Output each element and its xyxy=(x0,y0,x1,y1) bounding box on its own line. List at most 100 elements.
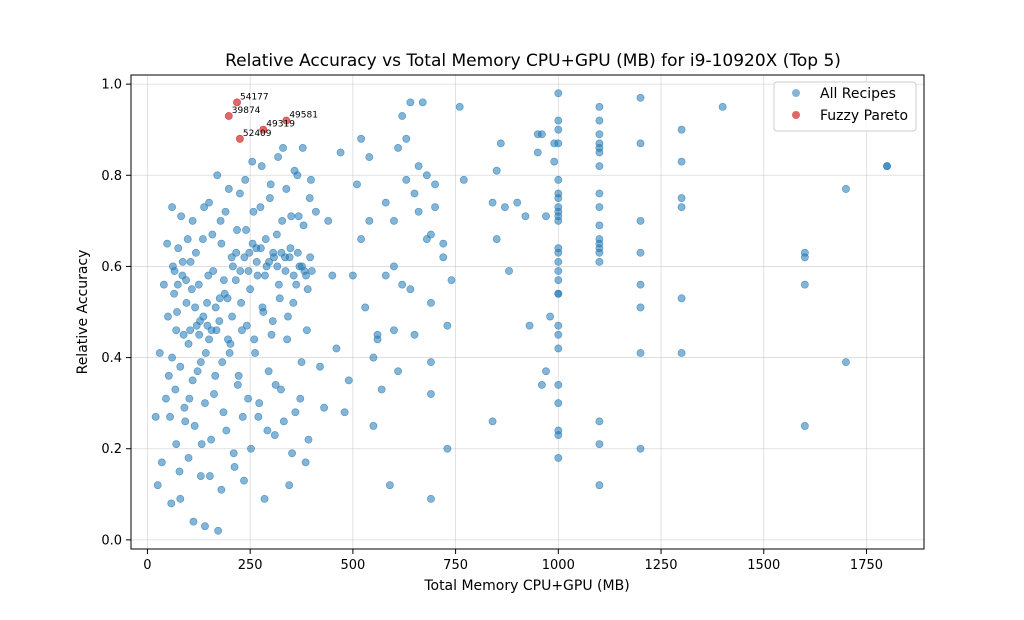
data-point-all-recipes xyxy=(208,230,217,239)
data-point-all-recipes xyxy=(274,153,282,161)
data-point-all-recipes xyxy=(242,321,251,330)
data-point-all-recipes xyxy=(248,157,257,166)
data-point-all-recipes xyxy=(554,276,563,284)
data-point-all-recipes xyxy=(595,130,604,139)
data-point-all-recipes xyxy=(249,207,258,216)
data-point-all-recipes xyxy=(636,280,645,289)
data-point-all-recipes xyxy=(271,381,280,389)
data-point-all-recipes xyxy=(221,207,230,216)
data-point-all-recipes xyxy=(252,257,261,266)
data-point-all-recipes xyxy=(291,408,300,417)
data-point-all-recipes xyxy=(525,321,534,330)
data-point-all-recipes xyxy=(205,472,214,480)
data-point-all-recipes xyxy=(554,289,563,298)
data-point-all-recipes xyxy=(240,253,249,262)
data-point-all-recipes xyxy=(199,312,208,321)
data-point-all-recipes xyxy=(233,226,241,234)
data-point-all-recipes xyxy=(257,162,266,171)
data-point-all-recipes xyxy=(422,235,431,243)
data-point-all-recipes xyxy=(306,253,315,262)
data-point-all-recipes xyxy=(171,385,180,394)
data-point-all-recipes xyxy=(554,321,563,330)
data-point-all-recipes xyxy=(248,239,257,248)
data-point-all-recipes xyxy=(232,248,241,257)
data-point-all-recipes xyxy=(256,244,265,253)
data-point-all-recipes xyxy=(377,385,386,394)
data-point-all-recipes xyxy=(636,349,645,357)
data-point-all-recipes xyxy=(231,276,240,284)
data-point-all-recipes xyxy=(554,125,563,134)
data-point-all-recipes xyxy=(431,180,439,189)
data-point-all-recipes xyxy=(261,235,270,243)
data-point-all-recipes xyxy=(595,221,604,230)
data-point-all-recipes xyxy=(357,134,365,143)
data-point-all-recipes xyxy=(422,171,431,180)
legend-marker-all-recipes xyxy=(792,89,800,97)
data-point-all-recipes xyxy=(302,326,311,335)
data-point-all-recipes xyxy=(554,453,563,462)
data-point-all-recipes xyxy=(234,371,243,380)
data-point-all-recipes xyxy=(228,312,236,321)
data-point-all-recipes xyxy=(718,103,727,111)
data-point-all-recipes xyxy=(595,116,604,125)
data-point-all-recipes xyxy=(414,207,423,216)
data-point-all-recipes xyxy=(369,353,378,362)
data-point-all-recipes xyxy=(488,417,497,426)
data-point-all-recipes xyxy=(172,440,181,449)
data-point-all-recipes xyxy=(201,522,209,531)
data-point-all-recipes xyxy=(205,198,213,207)
data-point-all-recipes xyxy=(336,148,345,157)
data-point-all-recipes xyxy=(294,212,303,221)
data-point-all-recipes xyxy=(245,248,254,257)
data-point-all-recipes xyxy=(492,166,501,175)
data-point-all-recipes xyxy=(151,412,160,421)
data-point-all-recipes xyxy=(501,203,509,212)
data-point-all-recipes xyxy=(398,112,407,120)
data-point-all-recipes xyxy=(168,353,176,362)
data-point-all-recipes xyxy=(241,175,250,184)
data-point-all-recipes xyxy=(290,166,299,175)
data-point-all-recipes xyxy=(277,385,285,394)
data-point-all-recipes xyxy=(554,344,563,353)
y-tick-label: 1.0 xyxy=(101,78,122,93)
data-point-all-recipes xyxy=(268,317,277,326)
legend-marker-fuzzy-pareto xyxy=(792,111,800,119)
data-point-all-recipes xyxy=(197,440,206,449)
data-point-all-recipes xyxy=(254,412,263,421)
data-point-all-recipes xyxy=(213,171,222,180)
data-point-all-recipes xyxy=(390,326,398,335)
data-point-all-recipes xyxy=(224,185,233,193)
data-point-all-recipes xyxy=(296,394,305,403)
data-point-all-recipes xyxy=(414,162,423,171)
data-point-all-recipes xyxy=(636,216,645,225)
data-point-all-recipes xyxy=(250,335,259,344)
data-point-all-recipes xyxy=(255,399,264,408)
data-point-all-recipes xyxy=(361,303,370,312)
data-point-all-recipes xyxy=(237,298,246,307)
data-point-all-recipes xyxy=(636,93,645,102)
y-tick-label: 0.0 xyxy=(101,533,122,548)
data-point-all-recipes xyxy=(365,153,374,161)
data-point-all-recipes xyxy=(842,185,850,193)
data-point-all-recipes xyxy=(369,422,378,430)
data-point-all-recipes xyxy=(542,212,550,221)
data-point-all-recipes xyxy=(190,422,199,430)
data-point-all-recipes xyxy=(418,98,427,107)
legend-label-all-recipes: All Recipes xyxy=(820,86,896,102)
x-tick-label: 1750 xyxy=(850,558,883,573)
data-point-all-recipes xyxy=(554,194,563,202)
data-point-all-recipes xyxy=(324,216,333,225)
x-axis-label: Total Memory CPU+GPU (MB) xyxy=(423,578,629,594)
data-point-all-recipes xyxy=(215,294,224,303)
data-point-all-recipes xyxy=(293,248,302,257)
data-point-all-recipes xyxy=(800,253,809,262)
x-tick-label: 250 xyxy=(238,558,263,573)
data-point-all-recipes xyxy=(302,271,310,280)
data-point-all-recipes xyxy=(284,312,292,321)
data-point-all-recipes xyxy=(427,390,435,398)
data-point-all-recipes xyxy=(595,103,604,111)
data-point-all-recipes xyxy=(228,262,237,271)
data-point-all-recipes xyxy=(595,189,604,198)
data-point-all-recipes xyxy=(443,444,452,453)
data-point-all-recipes xyxy=(677,157,686,166)
